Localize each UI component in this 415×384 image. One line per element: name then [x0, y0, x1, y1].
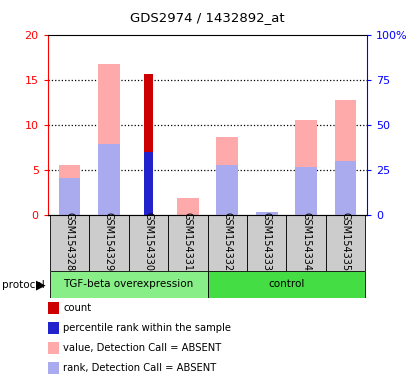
Text: GSM154331: GSM154331: [183, 212, 193, 271]
Bar: [335, 101, 356, 215]
Bar: [50, 215, 89, 271]
Text: GSM154335: GSM154335: [341, 212, 351, 271]
Text: GSM154329: GSM154329: [104, 212, 114, 271]
Bar: [129, 215, 168, 271]
Bar: [89, 215, 129, 271]
Text: GDS2974 / 1432892_at: GDS2974 / 1432892_at: [130, 11, 285, 24]
Bar: [216, 137, 238, 215]
Bar: [144, 74, 153, 215]
Bar: [177, 198, 199, 215]
Text: TGF-beta overexpression: TGF-beta overexpression: [63, 279, 194, 289]
Text: GSM154328: GSM154328: [64, 212, 74, 271]
Bar: [256, 212, 278, 215]
Bar: [208, 271, 365, 298]
Text: GSM154333: GSM154333: [262, 212, 272, 271]
Bar: [335, 161, 356, 215]
Text: ▶: ▶: [36, 278, 46, 291]
Bar: [247, 215, 286, 271]
Text: value, Detection Call = ABSENT: value, Detection Call = ABSENT: [63, 343, 222, 353]
Text: GSM154332: GSM154332: [222, 212, 232, 271]
Text: count: count: [63, 303, 92, 313]
Bar: [144, 152, 153, 215]
Text: GSM154334: GSM154334: [301, 212, 311, 271]
Bar: [50, 271, 208, 298]
Bar: [295, 120, 317, 215]
Text: rank, Detection Call = ABSENT: rank, Detection Call = ABSENT: [63, 363, 217, 373]
Bar: [98, 65, 120, 215]
Text: percentile rank within the sample: percentile rank within the sample: [63, 323, 232, 333]
Text: control: control: [268, 279, 305, 289]
Bar: [295, 167, 317, 215]
Bar: [216, 164, 238, 215]
Bar: [326, 215, 365, 271]
Bar: [59, 164, 80, 215]
Bar: [59, 178, 80, 215]
Bar: [168, 215, 208, 271]
Bar: [98, 144, 120, 215]
Bar: [208, 215, 247, 271]
Text: GSM154330: GSM154330: [143, 212, 153, 271]
Bar: [286, 215, 326, 271]
Text: protocol: protocol: [2, 280, 45, 290]
